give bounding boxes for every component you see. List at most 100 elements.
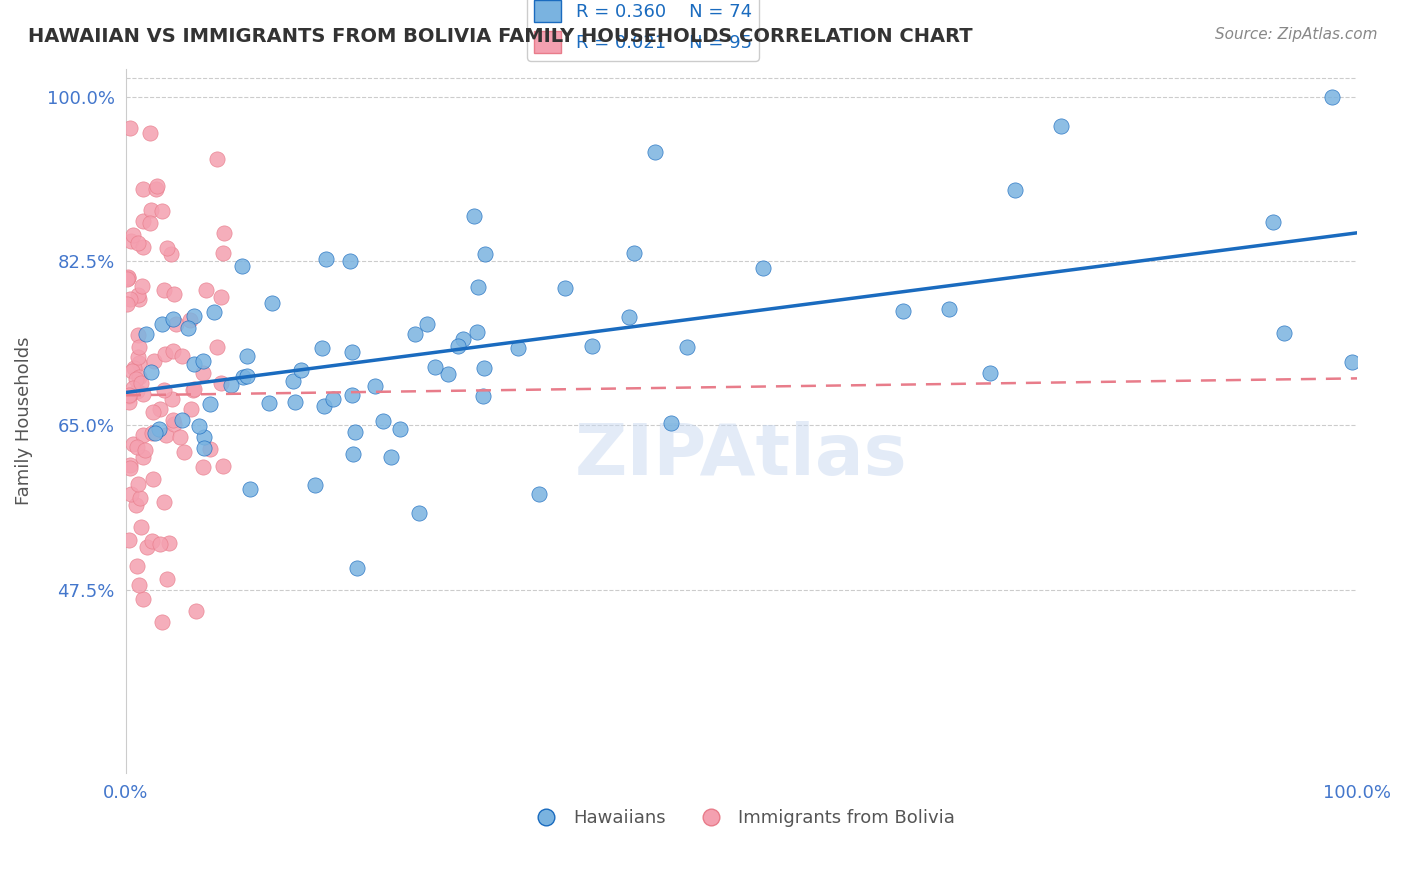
Point [1261,215,1284,229]
Point [127,384,149,399]
Point [186,604,208,618]
Point [388,422,411,436]
Point [623,246,645,260]
Point [554,280,576,294]
Point [118,120,141,135]
Point [474,361,496,376]
Point [122,437,145,451]
Point [120,486,142,500]
Point [172,349,194,363]
Point [198,397,221,411]
Point [751,260,773,275]
Point [212,226,235,240]
Text: Source: ZipAtlas.com: Source: ZipAtlas.com [1215,27,1378,42]
Point [165,317,187,331]
Point [118,533,141,548]
Point [129,376,152,390]
Point [1322,89,1344,103]
Point [128,491,150,505]
Point [153,347,176,361]
Point [170,413,193,427]
Point [1004,183,1026,197]
Point [128,340,150,354]
Point [169,430,191,444]
Point [581,339,603,353]
Point [284,395,307,409]
Point [205,340,228,354]
Point [322,392,344,406]
Point [451,332,474,346]
Point [148,422,170,436]
Point [209,290,232,304]
Point [132,387,155,401]
Point [371,413,394,427]
Point [153,284,176,298]
Point [163,417,186,431]
Point [141,425,163,440]
Point [131,278,153,293]
Point [117,270,139,285]
Point [474,247,496,261]
Point [659,416,682,430]
Point [1272,326,1295,340]
Point [132,182,155,196]
Point [191,367,214,381]
Text: HAWAIIAN VS IMMIGRANTS FROM BOLIVIA FAMILY HOUSEHOLDS CORRELATION CHART: HAWAIIAN VS IMMIGRANTS FROM BOLIVIA FAMI… [28,27,973,45]
Point [416,317,439,331]
Point [142,472,165,486]
Point [644,145,666,159]
Point [150,203,173,218]
Point [193,460,215,475]
Point [232,370,254,384]
Point [893,303,915,318]
Point [465,326,488,340]
Point [121,364,143,378]
Point [118,461,141,475]
Point [342,447,364,461]
Point [132,591,155,606]
Point [211,459,233,474]
Point [260,296,283,310]
Point [143,354,166,368]
Point [188,419,211,434]
Point [122,228,145,243]
Point [193,430,215,444]
Point [125,371,148,385]
Point [340,387,363,401]
Point [160,392,183,407]
Point [193,354,215,368]
Point [193,442,215,456]
Point [1341,355,1364,369]
Point [231,260,253,274]
Point [118,388,141,402]
Point [145,182,167,196]
Point [198,442,221,457]
Point [527,487,550,501]
Point [617,310,640,324]
Point [207,152,229,166]
Point [463,209,485,223]
Point [127,288,149,302]
Point [236,369,259,384]
Point [131,427,153,442]
Point [162,413,184,427]
Point [1050,119,1073,133]
Point [162,344,184,359]
Point [236,349,259,363]
Point [117,271,139,285]
Point [304,478,326,492]
Point [257,396,280,410]
Point [131,450,153,465]
Point [132,240,155,254]
Point [311,341,333,355]
Point [141,202,163,217]
Point [447,339,470,353]
Point [155,427,177,442]
Point [131,214,153,228]
Point [180,402,202,417]
Point [290,363,312,377]
Point [125,498,148,512]
Point [135,326,157,341]
Point [162,312,184,326]
Point [118,394,141,409]
